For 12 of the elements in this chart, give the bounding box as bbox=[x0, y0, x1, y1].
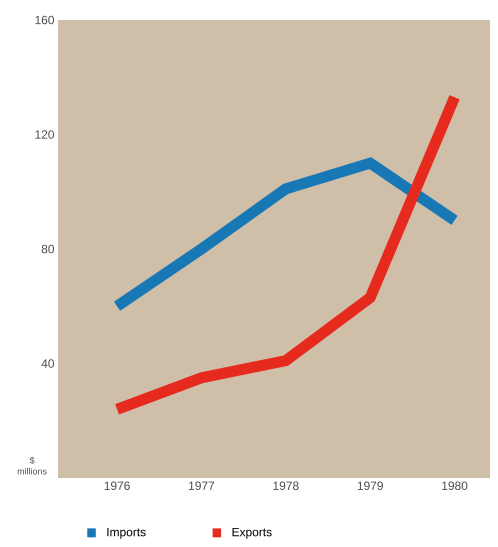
y-tick-label: 120 bbox=[35, 130, 54, 139]
y-tick-label: 160 bbox=[35, 16, 54, 24]
x-tick-label: 1978 bbox=[273, 482, 299, 490]
x-tick-label: 1980 bbox=[442, 482, 468, 490]
legend-label: Imports bbox=[107, 528, 146, 539]
y-tick-label: 80 bbox=[42, 244, 54, 254]
y-axis-title: $ millions bbox=[18, 456, 47, 474]
legend-label: Exports bbox=[232, 528, 272, 539]
x-tick-label: 1976 bbox=[104, 482, 130, 490]
x-tick-label: 1979 bbox=[358, 482, 383, 490]
x-tick-label: 1977 bbox=[189, 482, 214, 490]
y-tick-label: 40 bbox=[41, 359, 54, 368]
